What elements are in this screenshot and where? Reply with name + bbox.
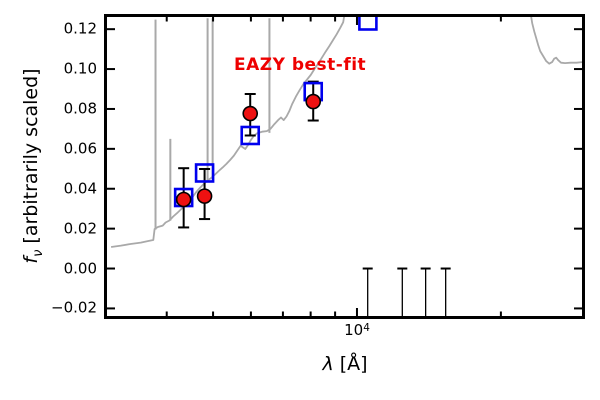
model-photometry-marker — [358, 17, 378, 31]
x-axis-symbol: λ — [322, 353, 334, 375]
y-tick-label: −0.02 — [51, 299, 97, 318]
model-photometry-marker — [194, 163, 215, 183]
spectrum-line — [110, 17, 345, 248]
x-tick-label: 104 — [344, 321, 370, 339]
observed-photometry-marker — [175, 191, 192, 208]
y-tick-label: 0.02 — [63, 219, 97, 238]
y-tick-label: 0.12 — [63, 19, 97, 38]
y-tick-label: 0.06 — [63, 139, 97, 158]
observed-photometry-marker — [305, 93, 322, 110]
y-axis-subscript: ν — [30, 249, 46, 257]
y-tick-label: 0.04 — [63, 179, 97, 198]
y-tick-label: 0.00 — [63, 259, 97, 278]
x-axis-title: λ [Å] — [322, 353, 367, 375]
y-tick-label: 0.08 — [63, 99, 97, 118]
observed-photometry-marker — [242, 105, 259, 122]
chart-canvas — [107, 17, 582, 316]
y-tick-label: 0.10 — [63, 59, 97, 78]
x-axis-title-rest: [Å] — [333, 353, 368, 375]
spectrum-line — [530, 17, 582, 65]
model-photometry-marker — [240, 125, 261, 146]
plot-area: EAZY best-fit — [104, 14, 585, 319]
observed-photometry-marker — [196, 188, 213, 204]
best-fit-annotation: EAZY best-fit — [234, 55, 367, 75]
